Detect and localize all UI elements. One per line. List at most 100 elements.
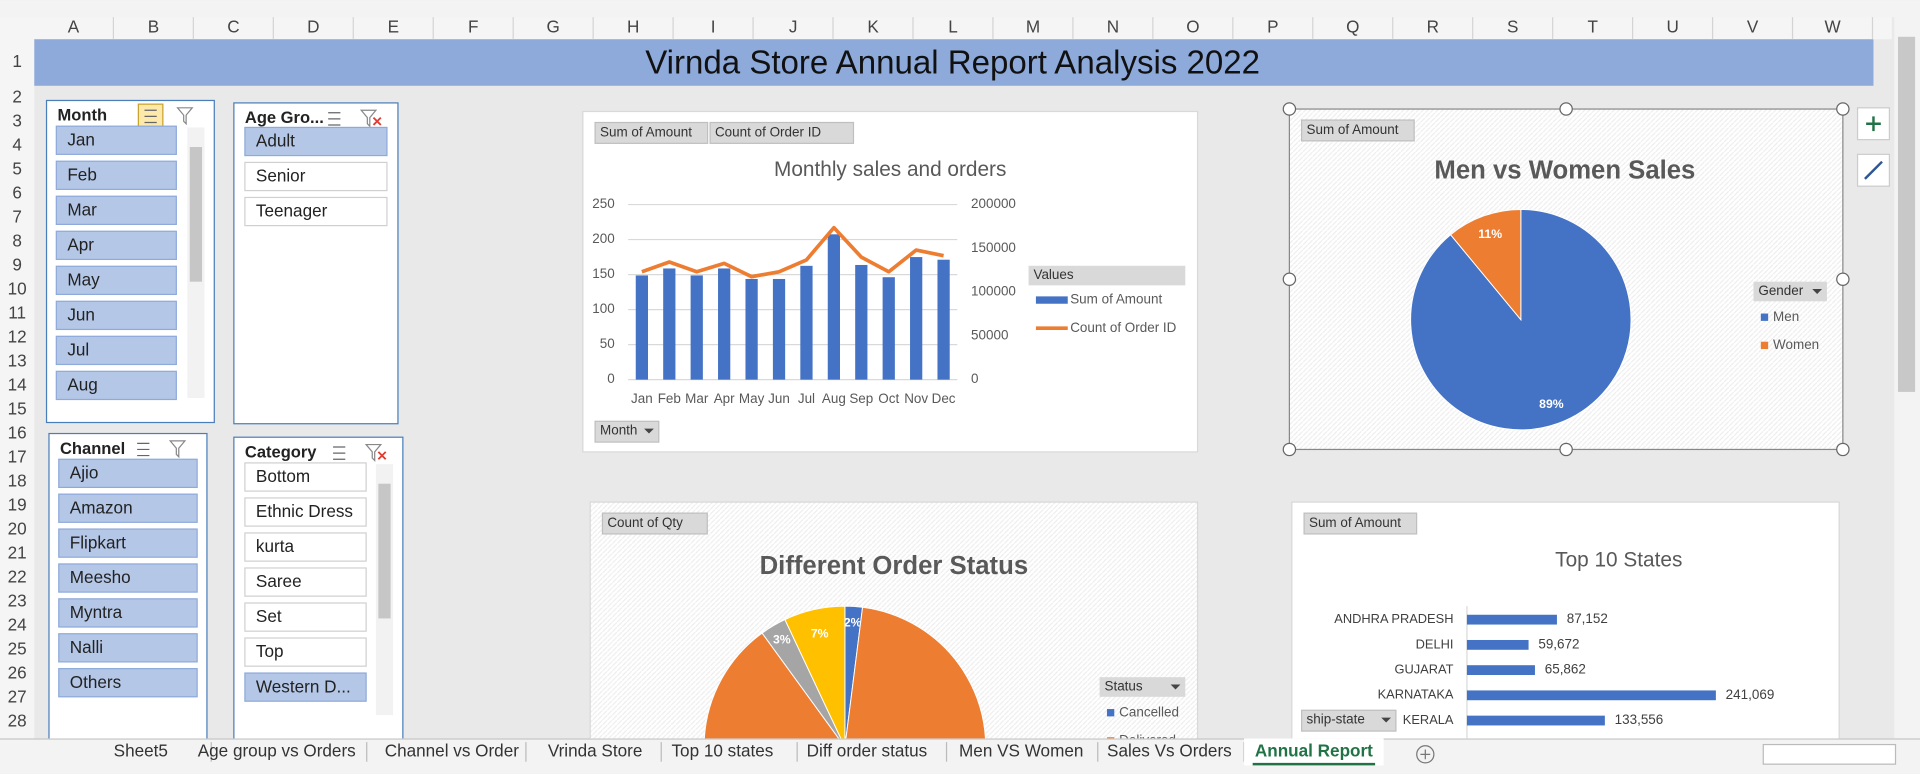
- resize-handle[interactable]: [1282, 442, 1297, 457]
- slicer-item[interactable]: [58, 528, 198, 558]
- row-header[interactable]: 20: [8, 519, 27, 539]
- legend-header[interactable]: [1099, 677, 1186, 697]
- column-header[interactable]: R: [1427, 17, 1439, 37]
- slicer-item-label[interactable]: Bottom: [256, 466, 310, 486]
- column-header[interactable]: K: [867, 17, 879, 37]
- row-header[interactable]: 2: [12, 87, 22, 107]
- filter-button[interactable]: [1301, 709, 1397, 732]
- slicer-item[interactable]: [244, 126, 388, 157]
- resize-handle[interactable]: [1559, 442, 1573, 457]
- row-header[interactable]: 17: [8, 447, 27, 467]
- slicer-item-label[interactable]: Adult: [256, 131, 295, 151]
- slicer-item[interactable]: [244, 567, 367, 597]
- row-header[interactable]: 4: [12, 135, 22, 155]
- field-button[interactable]: [1303, 512, 1418, 535]
- slicer-item-label[interactable]: Top: [256, 641, 284, 661]
- column-header[interactable]: I: [711, 17, 716, 37]
- slicer-item-label[interactable]: kurta: [256, 536, 295, 556]
- column-header[interactable]: F: [468, 17, 478, 37]
- slicer-item[interactable]: [55, 125, 177, 155]
- slicer-item-label[interactable]: Jun: [67, 305, 95, 325]
- slicer-item-label[interactable]: Aug: [67, 375, 97, 395]
- row-header[interactable]: 26: [8, 663, 27, 683]
- field-button[interactable]: [1301, 119, 1415, 142]
- slicer-item-label[interactable]: May: [67, 269, 100, 289]
- field-button[interactable]: [594, 121, 709, 144]
- slicer-item-label[interactable]: Amazon: [70, 497, 133, 517]
- clear-filter-icon[interactable]: [359, 109, 378, 128]
- slicer-item[interactable]: [58, 668, 198, 698]
- row-header[interactable]: 5: [12, 159, 22, 179]
- slicer-item[interactable]: [55, 265, 177, 296]
- column-header[interactable]: B: [148, 17, 159, 37]
- slicer-item[interactable]: [55, 195, 177, 225]
- field-button-label[interactable]: Sum of Amount: [1307, 122, 1399, 137]
- legend-label[interactable]: Sum of Amount: [1070, 292, 1162, 307]
- slicer-item[interactable]: [244, 161, 388, 192]
- add-sheet-button[interactable]: [1416, 745, 1435, 764]
- row-header[interactable]: 16: [8, 423, 27, 443]
- sheet-tab[interactable]: Channel vs Order: [385, 740, 520, 760]
- resize-handle[interactable]: [1836, 442, 1850, 457]
- slicer-item-label[interactable]: Jan: [67, 129, 95, 149]
- row-header[interactable]: 7: [12, 207, 22, 227]
- sheet-tab[interactable]: Diff order status: [807, 740, 928, 760]
- row-header[interactable]: 10: [8, 279, 27, 299]
- column-header[interactable]: U: [1666, 17, 1678, 37]
- sheet-tab[interactable]: Sheet5: [114, 740, 168, 760]
- legend-label[interactable]: Men: [1773, 309, 1799, 324]
- slicer-item[interactable]: [244, 532, 367, 562]
- legend-label[interactable]: Cancelled: [1119, 704, 1179, 719]
- bar[interactable]: [1466, 639, 1529, 650]
- slicer-item[interactable]: [55, 230, 177, 261]
- slicer-item-label[interactable]: Mar: [67, 199, 97, 219]
- row-header[interactable]: 24: [8, 615, 28, 635]
- field-button[interactable]: [601, 512, 708, 535]
- slicer-item[interactable]: [58, 458, 198, 489]
- column-header[interactable]: O: [1186, 17, 1199, 37]
- filter-button-label[interactable]: Month: [600, 423, 637, 438]
- slicer-scroll-thumb[interactable]: [189, 147, 203, 282]
- field-button-label[interactable]: Sum of Amount: [600, 124, 692, 139]
- sheet-tab[interactable]: Annual Report: [1255, 740, 1373, 760]
- row-header[interactable]: 1: [12, 51, 22, 71]
- legend-label[interactable]: Women: [1773, 337, 1819, 352]
- row-header[interactable]: 12: [8, 327, 27, 347]
- column-header[interactable]: Q: [1346, 17, 1359, 37]
- row-header[interactable]: 3: [12, 111, 22, 131]
- slicer-item-label[interactable]: Ajio: [70, 462, 99, 482]
- slicer-item-label[interactable]: Teenager: [256, 201, 328, 221]
- slicer-item[interactable]: [244, 462, 367, 492]
- slicer-item[interactable]: [244, 196, 388, 227]
- slicer-item[interactable]: [58, 493, 198, 523]
- legend-label[interactable]: Count of Order ID: [1070, 320, 1176, 335]
- filter-button-label[interactable]: ship-state: [1307, 712, 1365, 727]
- row-header[interactable]: 19: [8, 495, 27, 515]
- slicer-item[interactable]: [244, 497, 367, 527]
- slicer-item-label[interactable]: Ethnic Dress: [256, 501, 353, 521]
- slicer-item[interactable]: [58, 633, 198, 663]
- slicer-item[interactable]: [55, 370, 177, 401]
- row-header[interactable]: 22: [8, 567, 27, 587]
- sheet-tab[interactable]: Men VS Women: [959, 740, 1083, 760]
- horizontal-scrollbar[interactable]: [1762, 743, 1897, 765]
- column-header[interactable]: A: [68, 17, 80, 37]
- bar[interactable]: [1466, 614, 1557, 625]
- resize-handle[interactable]: [1282, 102, 1297, 116]
- row-header[interactable]: 27: [8, 687, 27, 707]
- row-header[interactable]: 21: [8, 543, 27, 563]
- clear-filter-icon[interactable]: [364, 443, 383, 462]
- row-header[interactable]: 13: [8, 351, 27, 371]
- field-button-label[interactable]: Count of Qty: [607, 515, 683, 530]
- column-header[interactable]: P: [1267, 17, 1278, 37]
- slicer-item[interactable]: [244, 672, 367, 702]
- slicer-item[interactable]: [55, 300, 177, 331]
- pie-slice[interactable]: [1449, 208, 1522, 322]
- row-header[interactable]: 23: [8, 591, 27, 611]
- slicer-item[interactable]: [55, 335, 177, 366]
- slicer-item-label[interactable]: Set: [256, 606, 282, 626]
- pie-slice[interactable]: [784, 605, 846, 747]
- resize-handle[interactable]: [1559, 102, 1573, 116]
- slicer-item-label[interactable]: Nalli: [70, 637, 103, 657]
- field-button[interactable]: [709, 121, 855, 144]
